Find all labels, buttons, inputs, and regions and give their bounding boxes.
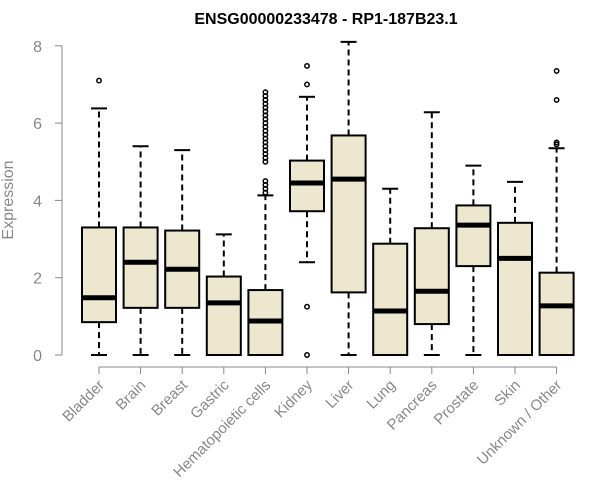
box-9 [455,204,492,268]
outlier-4-22 [262,89,269,96]
box-group-4 [247,89,284,356]
outlier-5-1 [304,303,310,310]
outlier-0-0 [96,77,102,84]
box-5 [289,159,325,213]
box-0 [81,226,117,324]
box-group-9 [455,164,492,356]
x-tick-label-5: Kidney [271,376,316,421]
outlier-5-2 [304,81,310,88]
box-10 [497,221,533,356]
outlier-5-3 [304,62,310,69]
box-series [81,40,575,358]
x-tick-label-1: Brain [113,377,150,414]
x-tick-label-0: Bladder [59,377,108,426]
x-tick-label-9: Prostate [431,377,483,429]
box-group-7 [372,187,409,356]
box-group-1 [122,145,159,356]
box-group-10 [497,180,533,356]
box-7 [372,242,409,356]
box-1 [122,226,159,309]
y-axis-label: Expression [0,160,17,239]
box-group-8 [413,111,450,356]
box-group-2 [164,149,201,356]
outlier-11-3 [553,67,560,74]
x-tick-label-10: Skin [491,377,524,410]
box-group-6 [330,40,367,356]
y-tick-label-2: 4 [33,193,42,210]
y-tick-label-0: 0 [33,348,42,365]
x-tick-label-2: Breast [148,376,191,419]
x-tick-label-7: Lung [363,377,399,413]
chart-title: ENSG00000233478 - RP1-187B23.1 [194,11,457,28]
outlier-11-1 [553,139,560,146]
x-tick-label-6: Liver [322,377,357,412]
y-tick-label-4: 8 [33,39,42,56]
box-6 [330,134,367,294]
box-group-3 [205,233,242,356]
box-group-5 [289,62,325,358]
box-group-0 [81,77,117,356]
y-tick-label-3: 6 [33,116,42,133]
outlier-5-0 [304,352,310,358]
box-11 [538,271,575,357]
outlier-11-2 [553,96,560,103]
y-axis: 0 2 4 6 8 [33,39,63,365]
y-tick-label-1: 2 [33,271,42,288]
box-8 [413,227,450,326]
box-3 [205,275,242,356]
outlier-4-3 [262,178,269,185]
box-group-11 [538,67,575,357]
